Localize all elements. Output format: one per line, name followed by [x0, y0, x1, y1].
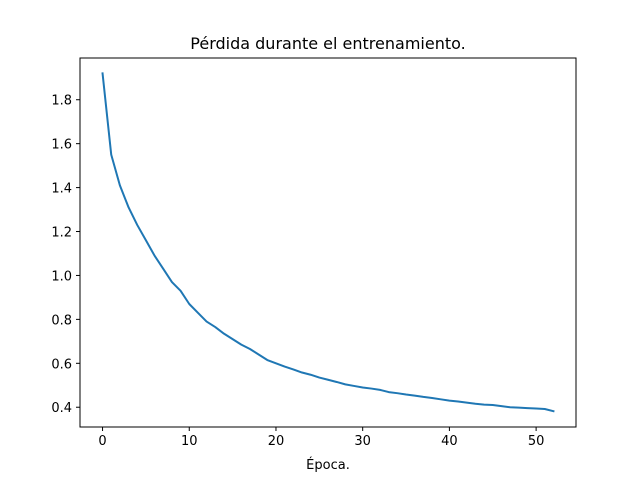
- x-axis-label: Época.: [306, 457, 350, 473]
- y-tick-label: 0.4: [51, 401, 72, 416]
- x-axis: 0 10 20 30 40 50: [98, 427, 544, 449]
- x-tick-label: 10: [181, 434, 198, 449]
- chart-title: Pérdida durante el entrenamiento.: [190, 34, 465, 53]
- plot-frame: [79, 57, 577, 428]
- x-tick-label: 0: [98, 434, 106, 449]
- y-tick-label: 1.0: [51, 269, 72, 284]
- y-tick-label: 1.8: [51, 94, 72, 109]
- y-tick-label: 1.2: [51, 226, 72, 241]
- x-tick-label: 30: [354, 434, 371, 449]
- y-axis: 0.4 0.6 0.8 1.0 1.2 1.4 1.6 1.8: [51, 94, 80, 416]
- y-tick-label: 0.8: [51, 313, 72, 328]
- plot-area: [101, 72, 555, 413]
- y-tick-label: 1.4: [51, 182, 72, 197]
- x-tick-label: 50: [528, 434, 545, 449]
- y-tick-label: 0.6: [51, 357, 72, 372]
- x-tick-label: 40: [441, 434, 458, 449]
- x-tick-label: 20: [268, 434, 285, 449]
- loss-series-line: [101, 72, 555, 413]
- y-tick-label: 1.6: [51, 138, 72, 153]
